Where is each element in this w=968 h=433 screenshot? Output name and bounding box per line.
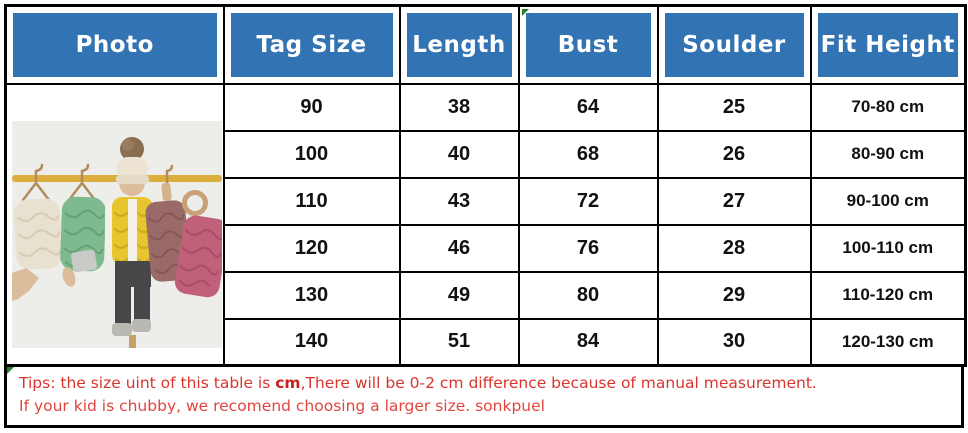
hook-right (165, 164, 173, 186)
table-row: 120 46 76 28 100-110 cm (6, 223, 967, 273)
cell-soulder: 29 (656, 270, 812, 320)
table-row: 140 51 84 30 120-130 cm (6, 317, 967, 367)
cell-tag-size: 130 (222, 270, 401, 320)
cell-soulder: 28 (656, 223, 812, 273)
table-row: 100 40 68 26 80-90 cm (6, 129, 967, 179)
tips-box: Tips: the size uint of this table is cm,… (4, 364, 964, 428)
tips-line1-suffix: ,There will be 0-2 cm difference because… (300, 374, 817, 392)
stand-pole (128, 334, 136, 348)
cell-length: 46 (398, 223, 520, 273)
size-chart-table: Photo Tag Size Length Bust Soulder Fit H… (4, 4, 967, 367)
header-tag-size-label: Tag Size (230, 12, 393, 77)
cell-comment-marker (7, 367, 14, 374)
cell-length: 49 (398, 270, 520, 320)
cell-fit-height: 120-130 cm (809, 317, 967, 367)
child-mannequin (104, 136, 167, 348)
header-fit-height-label: Fit Height (817, 12, 958, 77)
yellow-vest (111, 196, 153, 265)
cell-bust: 76 (517, 223, 659, 273)
cell-bust: 64 (517, 82, 659, 132)
cell-fit-height: 110-120 cm (809, 270, 967, 320)
cell-tag-size: 110 (222, 176, 401, 226)
table-row: 130 49 80 29 110-120 cm (6, 270, 967, 320)
table-row: 90 38 64 25 70-80 cm (4, 82, 967, 367)
product-photo (11, 120, 229, 348)
wooden-hanger-left (21, 163, 50, 201)
cell-tag-size: 140 (222, 317, 401, 367)
wooden-tag (161, 182, 172, 201)
cell-soulder: 25 (656, 82, 812, 132)
cell-tag-size: 100 (222, 129, 401, 179)
cell-comment-marker (521, 9, 529, 16)
header-bust-label: Bust (525, 12, 651, 77)
header-photo-label: Photo (13, 12, 217, 77)
cell-tag-size: 120 (222, 223, 401, 273)
header-photo: Photo (4, 4, 225, 85)
grey-fabric-swatch (70, 249, 97, 272)
header-tag-size: Tag Size (222, 4, 401, 85)
cell-fit-height: 70-80 cm (809, 82, 967, 132)
cell-fit-height: 80-90 cm (809, 129, 967, 179)
header-soulder: Soulder (656, 4, 812, 85)
cell-length: 43 (398, 176, 520, 226)
cell-soulder: 26 (656, 129, 812, 179)
mannequin-hand (62, 266, 76, 287)
header-length-label: Length (406, 12, 512, 77)
cell-bust: 84 (517, 317, 659, 367)
beige-vest (13, 198, 62, 269)
table-header-row: Photo Tag Size Length Bust Soulder Fit H… (4, 4, 967, 85)
cell-tag-size: 90 (222, 82, 401, 132)
tips-unit: cm (275, 374, 301, 392)
cell-soulder: 27 (656, 176, 812, 226)
rose-vest (174, 215, 229, 297)
rolled-cuff-right (131, 318, 151, 332)
cell-fit-height: 90-100 cm (809, 176, 967, 226)
cell-length: 38 (398, 82, 520, 132)
ring-hanger (181, 189, 208, 216)
rolled-cuff-left (111, 322, 132, 336)
cell-bust: 68 (517, 129, 659, 179)
cell-bust: 72 (517, 176, 659, 226)
tips-line-2: If your kid is chubby, we recomend choos… (19, 397, 545, 416)
header-length: Length (398, 4, 520, 85)
table-row: 110 43 72 27 90-100 cm (6, 176, 967, 226)
tips-line-1: Tips: the size uint of this table is cm,… (19, 372, 951, 395)
adult-hand (11, 267, 39, 301)
vest-front-opening (127, 198, 137, 263)
cell-length: 51 (398, 317, 520, 367)
cell-soulder: 30 (656, 317, 812, 367)
header-fit-height: Fit Height (809, 4, 967, 85)
jeans (114, 260, 151, 329)
cell-length: 40 (398, 129, 520, 179)
header-soulder-label: Soulder (664, 12, 804, 77)
cell-bust: 80 (517, 270, 659, 320)
product-photo-cell (4, 82, 229, 367)
wooden-hanger-green (67, 163, 96, 201)
tips-line1-prefix: Tips: the size uint of this table is (19, 374, 276, 392)
header-bust: Bust (517, 4, 659, 85)
cell-fit-height: 100-110 cm (809, 223, 967, 273)
pompom-beanie (115, 136, 149, 184)
